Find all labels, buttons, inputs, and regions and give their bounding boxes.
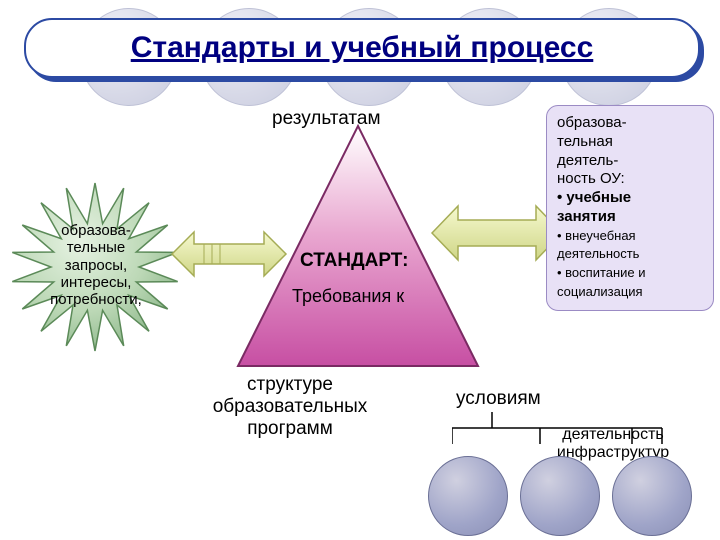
- rb-s2: деятельность: [557, 246, 639, 261]
- rb-b2: занятия: [557, 208, 616, 225]
- rb-l1: образова-: [557, 114, 627, 131]
- rb-s4: социализация: [557, 284, 643, 299]
- label-standard: СТАНДАРТ:: [300, 250, 408, 272]
- circle-icon: [612, 456, 692, 536]
- rb-l4: ность ОУ:: [557, 170, 625, 187]
- rb-l2: тельная: [557, 133, 613, 150]
- title-box: Стандарты и учебный процесс: [24, 18, 700, 78]
- rb-s3: • воспитание и: [557, 265, 646, 280]
- page-title: Стандарты и учебный процесс: [131, 31, 594, 65]
- connector-line-icon: [452, 404, 692, 464]
- circle-icon: [520, 456, 600, 536]
- rb-s1: • внеучебная: [557, 228, 636, 243]
- rb-l3: деятель-: [557, 152, 618, 169]
- circle-icon: [428, 456, 508, 536]
- rb-b1: • учебные: [557, 189, 631, 206]
- right-info-box: образова- тельная деятель- ность ОУ: • у…: [546, 105, 714, 311]
- diagram-slide: Стандарты и учебный процесс результатам …: [0, 0, 720, 540]
- starburst-text: образова- тельные запросы, интересы, пот…: [46, 222, 146, 308]
- label-reqs: Требования к: [292, 286, 404, 307]
- label-structure: структуре образовательных программ: [190, 374, 390, 440]
